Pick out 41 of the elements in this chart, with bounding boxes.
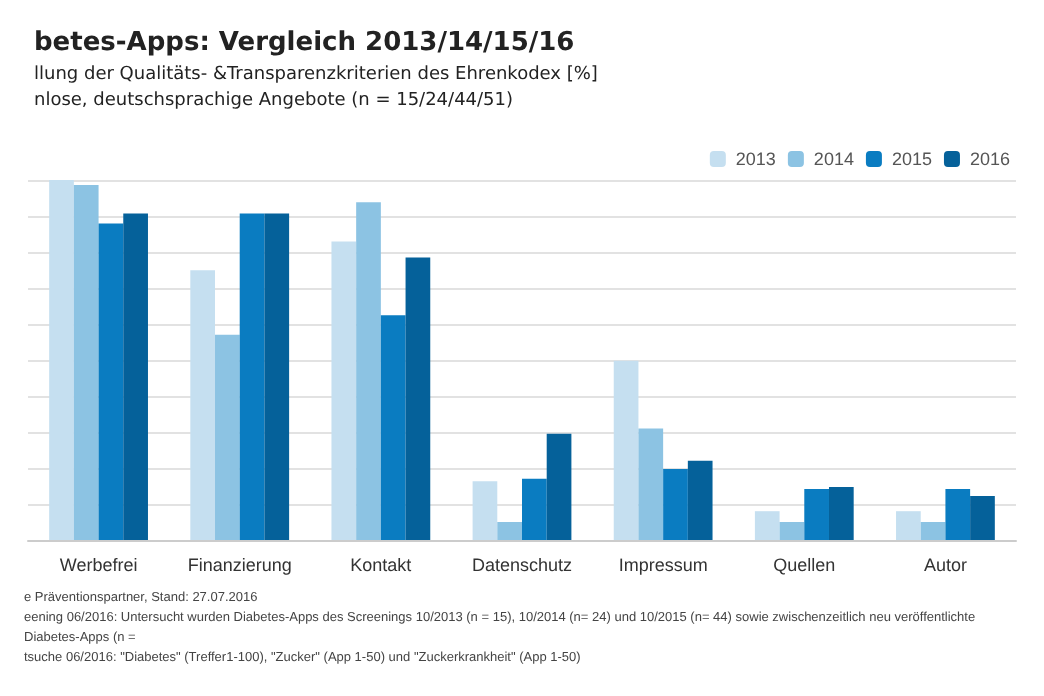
bar [49,180,74,540]
bar [522,478,547,540]
bar [613,360,639,540]
bar [215,334,240,540]
bar [356,202,381,540]
bar [638,428,664,540]
legend-label: 2013 [735,149,776,169]
x-tick-label: Kontakt [350,555,413,575]
bar [546,433,572,540]
bar [754,511,780,540]
chart-title: betes-Apps: Vergleich 2013/14/15/16 [34,28,575,58]
x-tick-label: Impressum [618,555,708,575]
bar [687,460,713,540]
bar [190,270,216,540]
legend-label: 2016 [969,149,1011,169]
bar [73,185,99,540]
chart-subtitle: llung der Qualitäts- &Transparenzkriterien des Ehrenkodex [%] nlose, deutschsprachige Angebote (n = 15/24/44/51) [34,65,598,111]
bar [663,469,688,540]
x-tick-label: Datenschutz [471,555,574,575]
bar [380,315,406,540]
bar [331,241,357,540]
bar [497,522,522,540]
x-tick-label: Autor [923,555,967,575]
legend-label: 2014 [813,149,854,169]
bar [405,257,431,540]
bar [920,522,946,540]
bar [779,522,805,540]
bar [239,213,265,540]
bar [828,487,854,540]
bar [945,488,971,540]
bar [896,511,921,540]
legend-label: 2015 [891,149,932,169]
x-tick-label: Werbefrei [59,555,138,575]
x-tick-label: Quellen [773,555,836,575]
x-tick-label: Finanzierung [187,555,292,575]
bar [123,213,148,540]
bar [804,488,829,540]
bar [264,213,290,540]
bar [472,481,498,540]
bar [970,496,995,540]
bar [98,223,124,540]
